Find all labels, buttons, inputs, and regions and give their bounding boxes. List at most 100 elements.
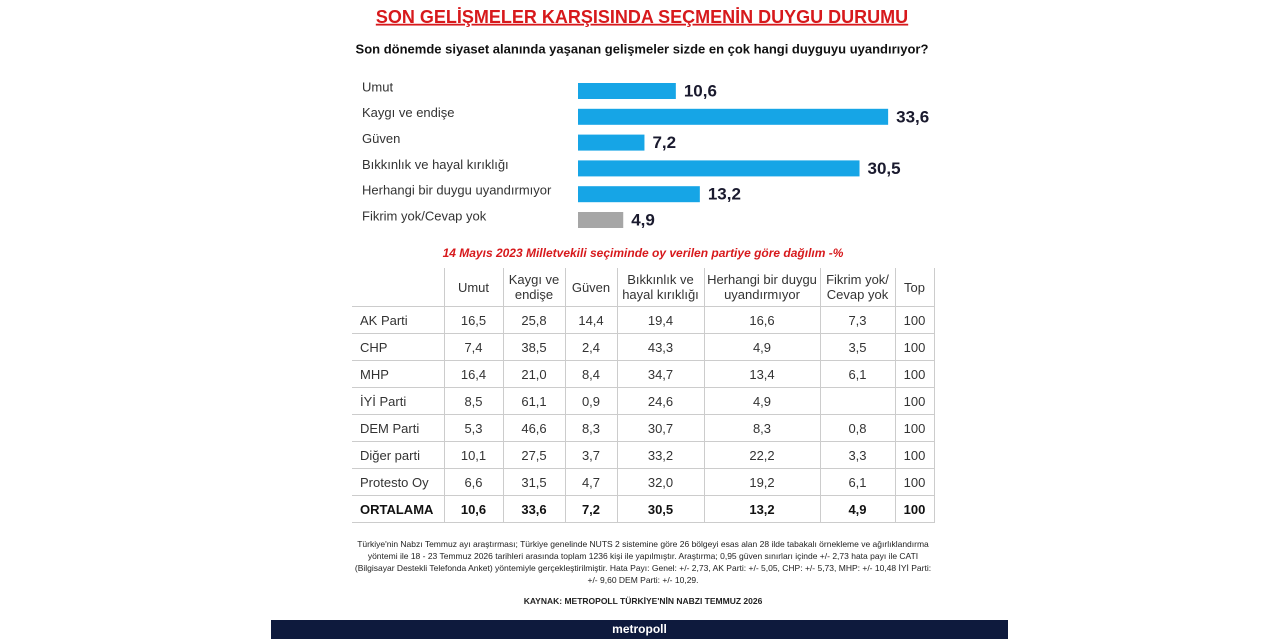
footnote: Türkiye'nin Nabzı Temmuz ayı araştırması… bbox=[354, 539, 932, 585]
category-label: Bıkkınlık ve hayal kırıklığı bbox=[362, 157, 509, 172]
table-cell: 14,4 bbox=[564, 306, 618, 334]
table-cell: 24,6 bbox=[616, 387, 705, 415]
category-label: Güven bbox=[362, 131, 400, 146]
table-cell: 21,0 bbox=[502, 360, 566, 388]
value-label: 10,6 bbox=[684, 81, 717, 100]
bar bbox=[578, 134, 645, 151]
table-cell: 13,4 bbox=[703, 360, 821, 388]
table-cell: 4,9 bbox=[703, 333, 821, 361]
table: Umut Kaygı ve endişe Güven Bıkkınlık ve hay… bbox=[352, 268, 935, 523]
table-cell: 4,7 bbox=[564, 468, 618, 496]
table-cell: 8,4 bbox=[564, 360, 618, 388]
bar bbox=[578, 83, 676, 99]
brand-bar: metropoll bbox=[271, 620, 1008, 639]
value-label: 4,9 bbox=[631, 210, 655, 229]
table-row: Diğer parti 10,1 27,5 3,7 33,2 22,2 3,3 100 bbox=[352, 441, 935, 469]
table-cell: 10,6 bbox=[443, 495, 504, 523]
table-cell: 3,7 bbox=[564, 441, 618, 469]
table-cell: 38,5 bbox=[502, 333, 566, 361]
category-label: Herhangi bir duygu uyandırmıyor bbox=[362, 183, 552, 198]
header-row: Umut Kaygı ve endişe Güven Bıkkınlık ve hay… bbox=[352, 268, 935, 307]
source: KAYNAK: METROPOLL TÜRKİYE'NİN NABZI TEMM… bbox=[523, 596, 763, 606]
table-cell: 19,2 bbox=[703, 468, 821, 496]
table-cell: 30,7 bbox=[616, 414, 705, 442]
table-cell: 100 bbox=[894, 414, 935, 442]
table-cell: 33,2 bbox=[616, 441, 705, 469]
table-cell bbox=[819, 387, 896, 415]
table-cell: 27,5 bbox=[502, 441, 566, 469]
table-cell: 3,3 bbox=[819, 441, 896, 469]
table-cell: 61,1 bbox=[502, 387, 566, 415]
table-cell: 100 bbox=[894, 306, 935, 334]
table-cell: 16,6 bbox=[703, 306, 821, 334]
table-cell: 8,3 bbox=[564, 414, 618, 442]
table-cell: 43,3 bbox=[616, 333, 705, 361]
table-cell: 25,8 bbox=[502, 306, 566, 334]
bar bbox=[578, 160, 860, 177]
table-row: İYİ Parti 8,5 61,1 0,9 24,6 4,9 100 bbox=[352, 387, 935, 415]
table-cell: 4,9 bbox=[703, 387, 821, 415]
table-cell: 3,5 bbox=[819, 333, 896, 361]
table-cell: 100 bbox=[894, 333, 935, 361]
row-label: AK Parti bbox=[352, 306, 445, 334]
table-cell: 2,4 bbox=[564, 333, 618, 361]
header-cell: Kaygı ve endişe bbox=[502, 268, 566, 307]
bar bbox=[578, 108, 889, 125]
value-label: 7,2 bbox=[652, 133, 676, 152]
header-cell: Güven bbox=[564, 268, 618, 307]
table-cell: 100 bbox=[894, 360, 935, 388]
table-cell: 5,3 bbox=[443, 414, 504, 442]
category-label: Kaygı ve endişe bbox=[362, 105, 455, 120]
table-cell: 6,1 bbox=[819, 468, 896, 496]
table-cell: 8,3 bbox=[703, 414, 821, 442]
table-cell: 32,0 bbox=[616, 468, 705, 496]
table-cell: 46,6 bbox=[502, 414, 566, 442]
table-row: ORTALAMA 10,6 33,6 7,2 30,5 13,2 4,9 100 bbox=[352, 495, 935, 523]
table-row: AK Parti 16,5 25,8 14,4 19,4 16,6 7,3 100 bbox=[352, 306, 935, 334]
header-cell: Herhangi bir duygu uyandırmıyor bbox=[703, 268, 821, 307]
bar bbox=[578, 186, 700, 203]
row-label: İYİ Parti bbox=[352, 387, 445, 415]
table-cell: 30,5 bbox=[616, 495, 705, 523]
table-cell: 4,9 bbox=[819, 495, 896, 523]
table-cell: 0,9 bbox=[564, 387, 618, 415]
table-cell: 100 bbox=[894, 441, 935, 469]
table-cell: 16,5 bbox=[443, 306, 504, 334]
row-label: ORTALAMA bbox=[352, 495, 445, 523]
table-cell: 7,2 bbox=[564, 495, 618, 523]
row-label: CHP bbox=[352, 333, 445, 361]
table-cell: 13,2 bbox=[703, 495, 821, 523]
table-cell: 0,8 bbox=[819, 414, 896, 442]
header-cell: Fikrim yok/ Cevap yok bbox=[819, 268, 896, 307]
table-cell: 8,5 bbox=[443, 387, 504, 415]
row-label: MHP bbox=[352, 360, 445, 388]
table-row: CHP 7,4 38,5 2,4 43,3 4,9 3,5 100 bbox=[352, 333, 935, 361]
table-cell: 10,1 bbox=[443, 441, 504, 469]
table-row: MHP 16,4 21,0 8,4 34,7 13,4 6,1 100 bbox=[352, 360, 935, 388]
header-cell: Bıkkınlık ve hayal kırıklığı bbox=[616, 268, 705, 307]
value-label: 30,5 bbox=[868, 159, 901, 178]
table-cell: 7,4 bbox=[443, 333, 504, 361]
table-cell: 7,3 bbox=[819, 306, 896, 334]
table-cell: 31,5 bbox=[502, 468, 566, 496]
table-cell: 6,6 bbox=[443, 468, 504, 496]
category-label: Fikrim yok/Cevap yok bbox=[362, 208, 487, 223]
table-cell: 22,2 bbox=[703, 441, 821, 469]
row-label: Protesto Oy bbox=[352, 468, 445, 496]
row-label: Diğer parti bbox=[352, 441, 445, 469]
row-label: DEM Parti bbox=[352, 414, 445, 442]
bar bbox=[578, 212, 624, 228]
table-cell: 16,4 bbox=[443, 360, 504, 388]
header-cell: Top bbox=[894, 268, 935, 307]
table-cell: 19,4 bbox=[616, 306, 705, 334]
table-cell: 100 bbox=[894, 468, 935, 496]
table-cell: 33,6 bbox=[502, 495, 566, 523]
chart-subtitle: Son dönemde siyaset alanında yaşanan gel… bbox=[356, 41, 929, 56]
header-cell bbox=[352, 268, 445, 307]
table-caption: 14 Mayıs 2023 Milletvekili seçiminde oy … bbox=[442, 246, 844, 260]
header-cell: Umut bbox=[443, 268, 504, 307]
value-label: 13,2 bbox=[708, 185, 741, 204]
table-row: DEM Parti 5,3 46,6 8,3 30,7 8,3 0,8 100 bbox=[352, 414, 935, 442]
